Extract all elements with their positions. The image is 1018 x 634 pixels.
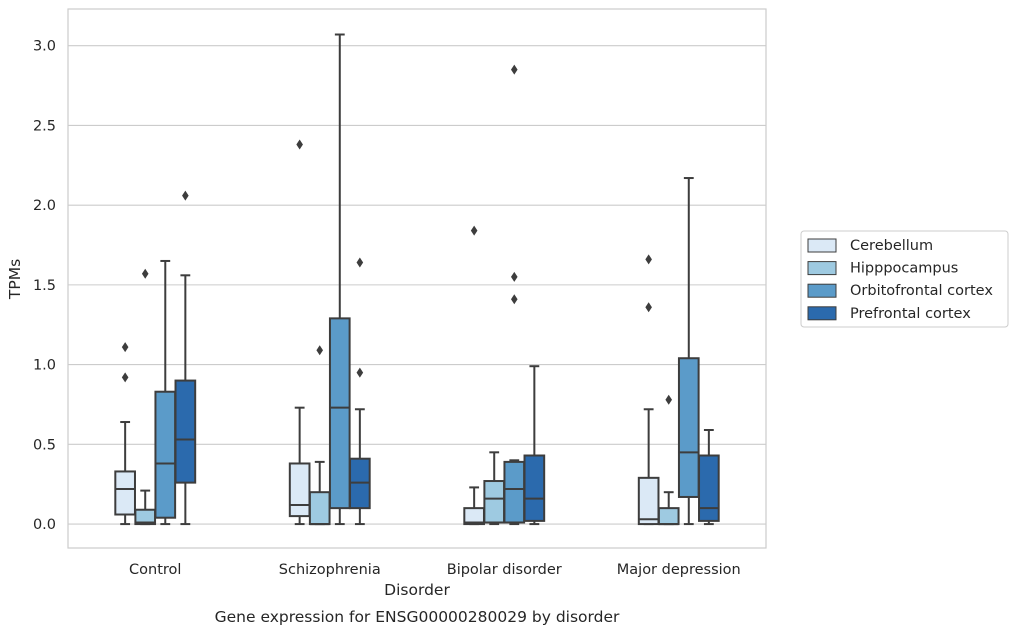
box-group <box>114 190 197 526</box>
outlier-point <box>470 225 478 236</box>
y-tick-labels: 0.0 0.5 1.0 1.5 2.0 2.5 3.0 <box>33 39 56 533</box>
y-tick-label: 1.5 <box>33 278 56 294</box>
x-tick-label: Schizophrenia <box>279 562 381 578</box>
box-body <box>288 462 311 518</box>
box-group <box>288 33 371 526</box>
box-body <box>154 390 177 519</box>
legend-swatch <box>807 306 837 321</box>
y-axis-title: TPMs <box>6 259 24 300</box>
x-axis-title: Disorder <box>384 581 450 599</box>
outlier-point <box>121 372 129 383</box>
plot-frame <box>67 8 767 549</box>
y-tick-label: 2.5 <box>33 118 56 134</box>
outlier-point <box>182 190 189 201</box>
outlier-point <box>316 345 324 356</box>
x-tick-label: Major depression <box>617 562 741 578</box>
outlier-point <box>665 394 673 405</box>
box-body <box>637 476 660 526</box>
box-body <box>503 460 526 524</box>
box-body <box>657 507 680 526</box>
x-tick-label: Control <box>129 562 181 578</box>
x-tick-label: Bipolar disorder <box>447 562 562 578</box>
box-body <box>308 491 331 526</box>
outlier-point <box>141 268 149 279</box>
box-body <box>114 470 136 516</box>
box-groups <box>114 33 720 526</box>
legend-label: Prefrontal cortex <box>850 306 971 322</box>
legend-swatch <box>807 283 837 298</box>
legend-label: Orbitofrontal cortex <box>850 283 993 299</box>
outlier-point <box>510 64 518 75</box>
legend-swatch <box>807 238 837 253</box>
outlier-point <box>510 271 518 282</box>
y-tick-label: 0.5 <box>33 437 56 453</box>
legend: Cerebellum Hipppocampus Orbitofrontal cort… <box>800 230 1009 328</box>
legend-label: Hipppocampus <box>850 261 958 277</box>
box-body <box>483 480 506 524</box>
y-tick-label: 3.0 <box>33 39 56 55</box>
outlier-point <box>510 294 518 305</box>
box-body <box>677 357 700 498</box>
box-group <box>637 177 720 526</box>
outlier-point <box>121 342 129 353</box>
box-body <box>174 379 197 484</box>
legend-swatch <box>807 261 837 276</box>
legend-label: Cerebellum <box>850 238 933 254</box>
outlier-point <box>645 302 652 313</box>
y-tick-label: 1.0 <box>33 358 56 374</box>
chart-caption: Gene expression for ENSG00000280029 by d… <box>215 608 620 626</box>
outlier-point <box>356 367 364 378</box>
y-tick-label: 0.0 <box>33 517 56 533</box>
box-body <box>328 317 351 510</box>
y-tick-label: 2.0 <box>33 198 56 214</box>
outlier-point <box>645 254 652 265</box>
box-body <box>523 454 546 522</box>
x-tick-labels: Control Schizophrenia Bipolar disorder Majo… <box>129 562 741 578</box>
outlier-point <box>356 257 364 268</box>
legend-frame <box>800 230 1009 328</box>
outlier-point <box>296 139 303 150</box>
box-body <box>698 454 720 522</box>
box-group <box>463 64 546 526</box>
